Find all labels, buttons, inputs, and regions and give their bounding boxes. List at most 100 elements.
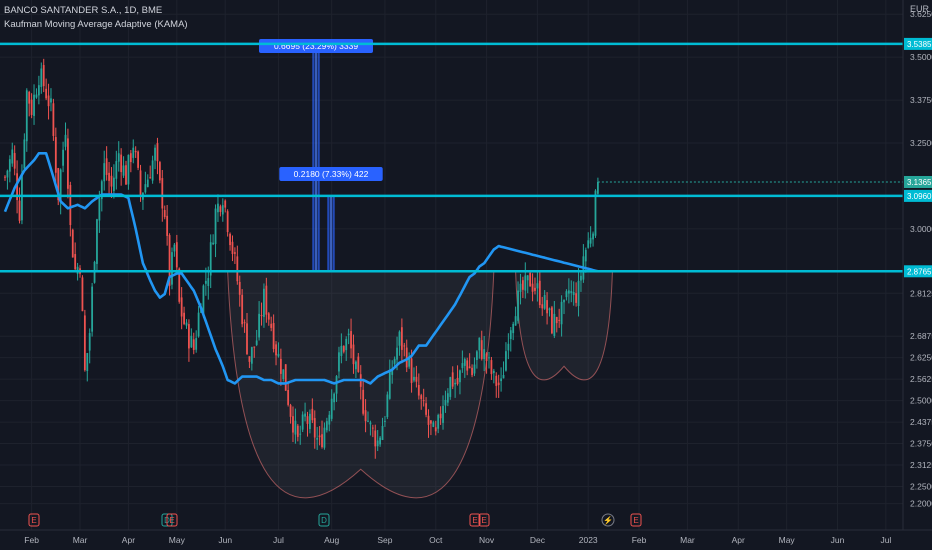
- candle-body[interactable]: [318, 435, 321, 438]
- candle-body[interactable]: [67, 138, 69, 189]
- candle-body[interactable]: [536, 283, 539, 289]
- candle-body[interactable]: [129, 153, 132, 163]
- candle-body[interactable]: [45, 88, 48, 99]
- candle-body[interactable]: [321, 434, 323, 448]
- candle-body[interactable]: [471, 367, 473, 376]
- candle-body[interactable]: [202, 285, 205, 314]
- candle-body[interactable]: [529, 272, 532, 287]
- candle-body[interactable]: [221, 205, 224, 215]
- candle-body[interactable]: [362, 389, 365, 414]
- candle-body[interactable]: [241, 294, 244, 325]
- candle-body[interactable]: [190, 335, 193, 348]
- candle-body[interactable]: [267, 313, 270, 320]
- candle-body[interactable]: [340, 345, 343, 356]
- candle-body[interactable]: [420, 395, 423, 400]
- candle-body[interactable]: [18, 200, 21, 221]
- candle-body[interactable]: [212, 242, 215, 245]
- candle-body[interactable]: [13, 153, 16, 169]
- candle-body[interactable]: [485, 353, 488, 362]
- candle-body[interactable]: [110, 175, 113, 187]
- candle-body[interactable]: [197, 312, 200, 337]
- candle-body[interactable]: [338, 352, 340, 372]
- candle-body[interactable]: [219, 206, 222, 212]
- symbol-title[interactable]: BANCO SANTANDER S.A., 1D, BME: [4, 5, 163, 16]
- candle-body[interactable]: [410, 358, 413, 383]
- candle-body[interactable]: [558, 319, 561, 321]
- candle-body[interactable]: [8, 159, 11, 172]
- candle-body[interactable]: [64, 134, 67, 147]
- candle-body[interactable]: [538, 280, 541, 306]
- candle-body[interactable]: [86, 353, 89, 372]
- candle-body[interactable]: [478, 337, 481, 351]
- candle-body[interactable]: [151, 160, 154, 181]
- candle-body[interactable]: [238, 281, 241, 295]
- candle-body[interactable]: [28, 91, 31, 104]
- split-event-icon[interactable]: [601, 513, 615, 527]
- candle-body[interactable]: [376, 440, 379, 447]
- candle-body[interactable]: [495, 375, 498, 386]
- candle-body[interactable]: [323, 427, 326, 448]
- candle-body[interactable]: [553, 313, 556, 336]
- candle-body[interactable]: [83, 315, 86, 371]
- candle-body[interactable]: [57, 168, 60, 201]
- candle-body[interactable]: [226, 211, 229, 233]
- candle-body[interactable]: [108, 172, 110, 181]
- candle-body[interactable]: [71, 229, 74, 258]
- candle-body[interactable]: [236, 256, 239, 282]
- candle-body[interactable]: [526, 275, 529, 281]
- candle-body[interactable]: [96, 219, 98, 264]
- candle-body[interactable]: [449, 377, 452, 397]
- candle-body[interactable]: [248, 356, 251, 362]
- candle-body[interactable]: [127, 154, 130, 185]
- candle-body[interactable]: [313, 418, 316, 438]
- candle-body[interactable]: [330, 398, 333, 419]
- candle-body[interactable]: [6, 170, 9, 178]
- candle-body[interactable]: [432, 422, 435, 427]
- candle-body[interactable]: [33, 94, 35, 116]
- candle-body[interactable]: [299, 433, 302, 435]
- candle-body[interactable]: [417, 384, 420, 396]
- candle-body[interactable]: [311, 408, 314, 421]
- candle-body[interactable]: [146, 179, 149, 187]
- candle-body[interactable]: [584, 249, 587, 262]
- candle-body[interactable]: [149, 177, 152, 179]
- candle-body[interactable]: [570, 291, 573, 294]
- candle-body[interactable]: [103, 163, 106, 182]
- candle-body[interactable]: [292, 416, 294, 433]
- candle-body[interactable]: [35, 94, 38, 98]
- candle-body[interactable]: [139, 170, 142, 195]
- candle-body[interactable]: [589, 237, 592, 244]
- candle-body[interactable]: [592, 233, 594, 240]
- candle-body[interactable]: [37, 85, 40, 96]
- currency-label[interactable]: EUR: [910, 4, 930, 14]
- candle-body[interactable]: [54, 137, 57, 173]
- candle-body[interactable]: [125, 165, 127, 185]
- candle-body[interactable]: [374, 430, 377, 447]
- candle-body[interactable]: [120, 154, 123, 173]
- candle-body[interactable]: [105, 158, 108, 175]
- candle-body[interactable]: [243, 322, 246, 324]
- candle-body[interactable]: [23, 139, 26, 169]
- candle-body[interactable]: [260, 315, 263, 317]
- candle-body[interactable]: [439, 413, 442, 419]
- candle-body[interactable]: [325, 421, 328, 431]
- candle-body[interactable]: [563, 299, 565, 303]
- candle-body[interactable]: [541, 304, 544, 309]
- candle-body[interactable]: [180, 297, 183, 317]
- candle-body[interactable]: [413, 376, 415, 381]
- candle-body[interactable]: [296, 425, 299, 437]
- candle-body[interactable]: [384, 420, 386, 422]
- candle-body[interactable]: [400, 327, 403, 350]
- candle-body[interactable]: [398, 331, 401, 346]
- candle-body[interactable]: [476, 351, 478, 360]
- candle-body[interactable]: [517, 290, 519, 321]
- candle-body[interactable]: [175, 242, 178, 268]
- candle-body[interactable]: [137, 151, 139, 168]
- candle-body[interactable]: [91, 286, 94, 332]
- candle-body[interactable]: [381, 425, 384, 440]
- candle-body[interactable]: [74, 254, 77, 270]
- candle-body[interactable]: [393, 358, 396, 364]
- candle-body[interactable]: [250, 347, 253, 364]
- candle-body[interactable]: [100, 181, 103, 200]
- dividend-event-icon[interactable]: [318, 513, 330, 527]
